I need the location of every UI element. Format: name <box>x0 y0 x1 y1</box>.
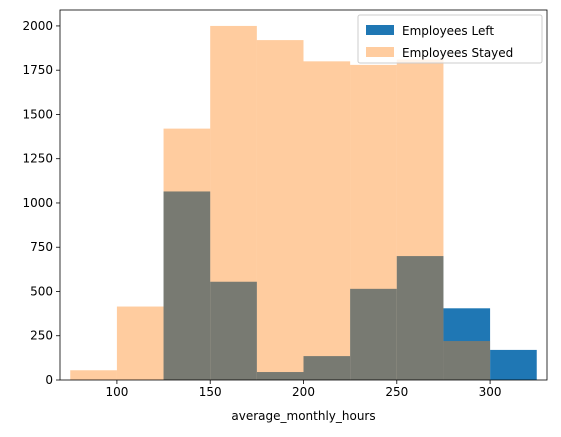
legend-box <box>357 14 543 64</box>
bar-series-0-bin-5 <box>396 256 444 380</box>
y-tick-label-5: 1250 <box>22 152 53 166</box>
bar-series-0-bin-4 <box>350 288 397 380</box>
y-tick-label-8: 2000 <box>22 19 53 33</box>
legend-swatch-1 <box>366 47 394 57</box>
legend-swatch-0 <box>366 25 394 35</box>
x-tick-label-3: 250 <box>385 385 408 399</box>
x-axis-ticks: 100 150 200 250 300 <box>105 380 502 399</box>
y-tick-label-6: 1500 <box>22 107 53 121</box>
y-tick-label-4: 1000 <box>22 196 53 210</box>
bar-series-1-bin-8 <box>443 341 491 380</box>
x-tick-label-1: 150 <box>199 385 222 399</box>
bar-series-0-bin-2 <box>256 372 304 380</box>
x-tick-label-0: 100 <box>105 385 128 399</box>
y-tick-label-7: 1750 <box>22 63 53 77</box>
y-axis-ticks: 0 250 500 750 1000 1250 1500 1750 2000 <box>22 19 60 387</box>
y-tick-label-2: 500 <box>30 284 53 298</box>
legend-label-1: Employees Stayed <box>402 46 513 60</box>
bars-layer <box>70 25 537 381</box>
bar-series-1-bin-0 <box>70 370 117 380</box>
y-tick-label-0: 0 <box>45 373 53 387</box>
bar-series-1-bin-5 <box>303 61 351 380</box>
bar-series-1-bin-6 <box>350 64 397 381</box>
x-tick-label-2: 200 <box>292 385 315 399</box>
bar-series-1-bin-4 <box>256 40 304 380</box>
y-tick-label-3: 750 <box>30 240 53 254</box>
bar-series-0-bin-1 <box>210 281 257 380</box>
x-tick-label-4: 300 <box>479 385 502 399</box>
bar-series-1-bin-3 <box>210 25 257 380</box>
bar-series-0-bin-3 <box>303 356 351 380</box>
x-axis-label: average_monthly_hours <box>231 409 375 423</box>
legend-label-0: Employees Left <box>402 24 494 38</box>
bar-series-1-bin-7 <box>396 59 444 381</box>
bar-series-0-bin-6 <box>443 308 491 380</box>
bar-series-0-bin-0 <box>163 191 211 380</box>
legend: Employees Left Employees Stayed <box>357 14 543 64</box>
bar-series-1-bin-1 <box>116 306 164 380</box>
bar-series-0-bin-7 <box>490 349 537 380</box>
y-tick-label-1: 250 <box>30 329 53 343</box>
bar-series-1-bin-2 <box>163 128 211 380</box>
